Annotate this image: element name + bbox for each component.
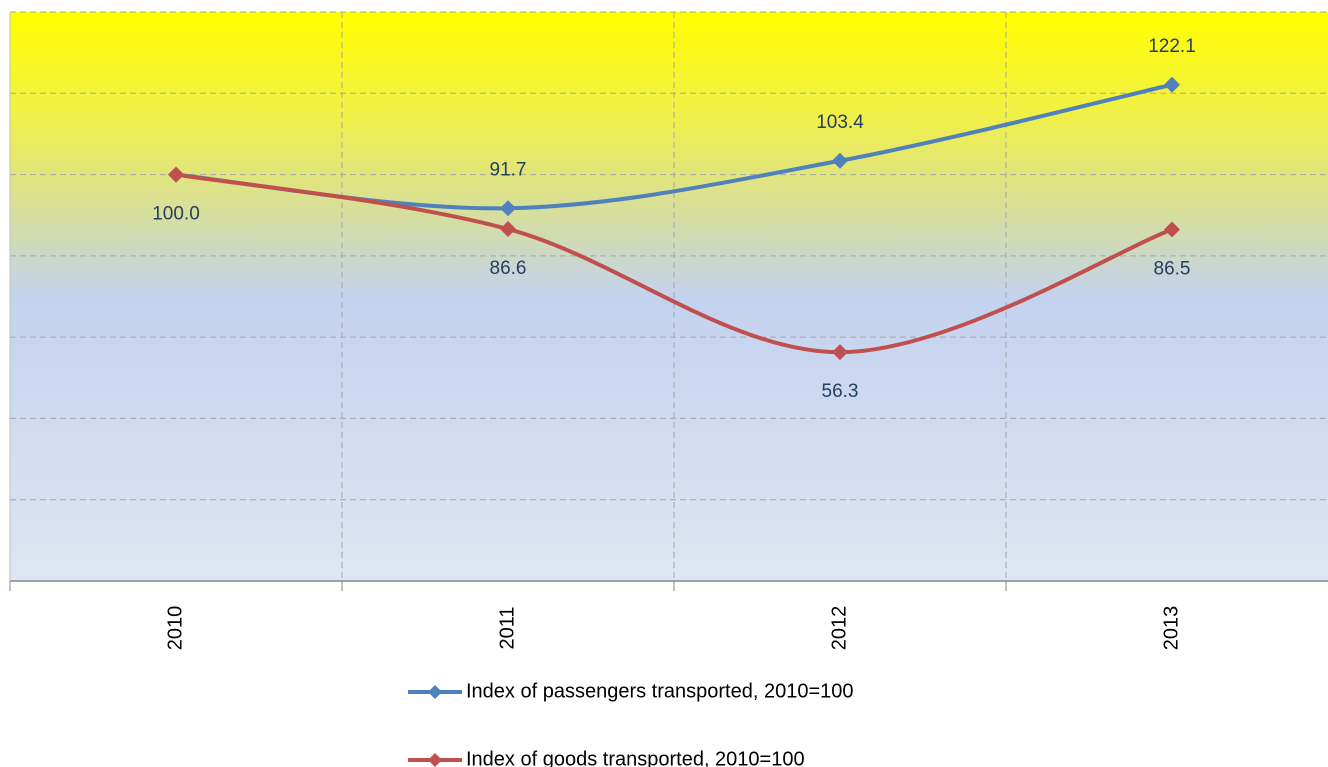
x-tick-label: 2012: [828, 606, 850, 651]
data-label: 91.7: [490, 159, 527, 180]
series-line: [175, 172, 1173, 355]
legend-label: Index of goods transported, 2010=100: [466, 748, 805, 767]
marker: [1164, 76, 1180, 93]
marker: [832, 152, 848, 169]
data-label: 56.3: [822, 381, 859, 402]
x-tick-label: 2013: [1160, 606, 1182, 651]
data-label: 100.0: [152, 204, 200, 225]
data-label: 122.1: [1148, 36, 1196, 57]
x-tick-label: 2011: [496, 606, 518, 649]
plot-area: [10, 12, 1328, 581]
data-label: 86.6: [490, 258, 527, 279]
legend-label: Index of passengers transported, 2010=10…: [466, 680, 854, 702]
legend-marker: [428, 685, 442, 699]
marker: [1164, 221, 1180, 238]
data-label: 86.5: [1154, 258, 1191, 279]
marker: [168, 166, 184, 183]
data-label: 103.4: [816, 112, 864, 133]
x-tick-label: 2010: [164, 606, 186, 651]
marker: [832, 344, 848, 361]
marker: [500, 200, 516, 217]
legend-marker: [428, 753, 442, 767]
marker: [500, 221, 516, 238]
